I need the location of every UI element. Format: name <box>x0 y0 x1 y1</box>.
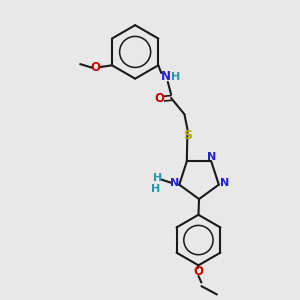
Text: O: O <box>91 61 100 74</box>
Text: N: N <box>220 178 229 188</box>
Text: H: H <box>153 173 163 183</box>
Text: H: H <box>171 72 180 82</box>
Text: O: O <box>194 266 203 278</box>
Text: N: N <box>170 178 179 188</box>
Text: H: H <box>151 184 160 194</box>
Text: O: O <box>155 92 165 105</box>
Text: N: N <box>161 70 171 83</box>
Text: N: N <box>207 152 217 162</box>
Text: S: S <box>183 129 192 142</box>
